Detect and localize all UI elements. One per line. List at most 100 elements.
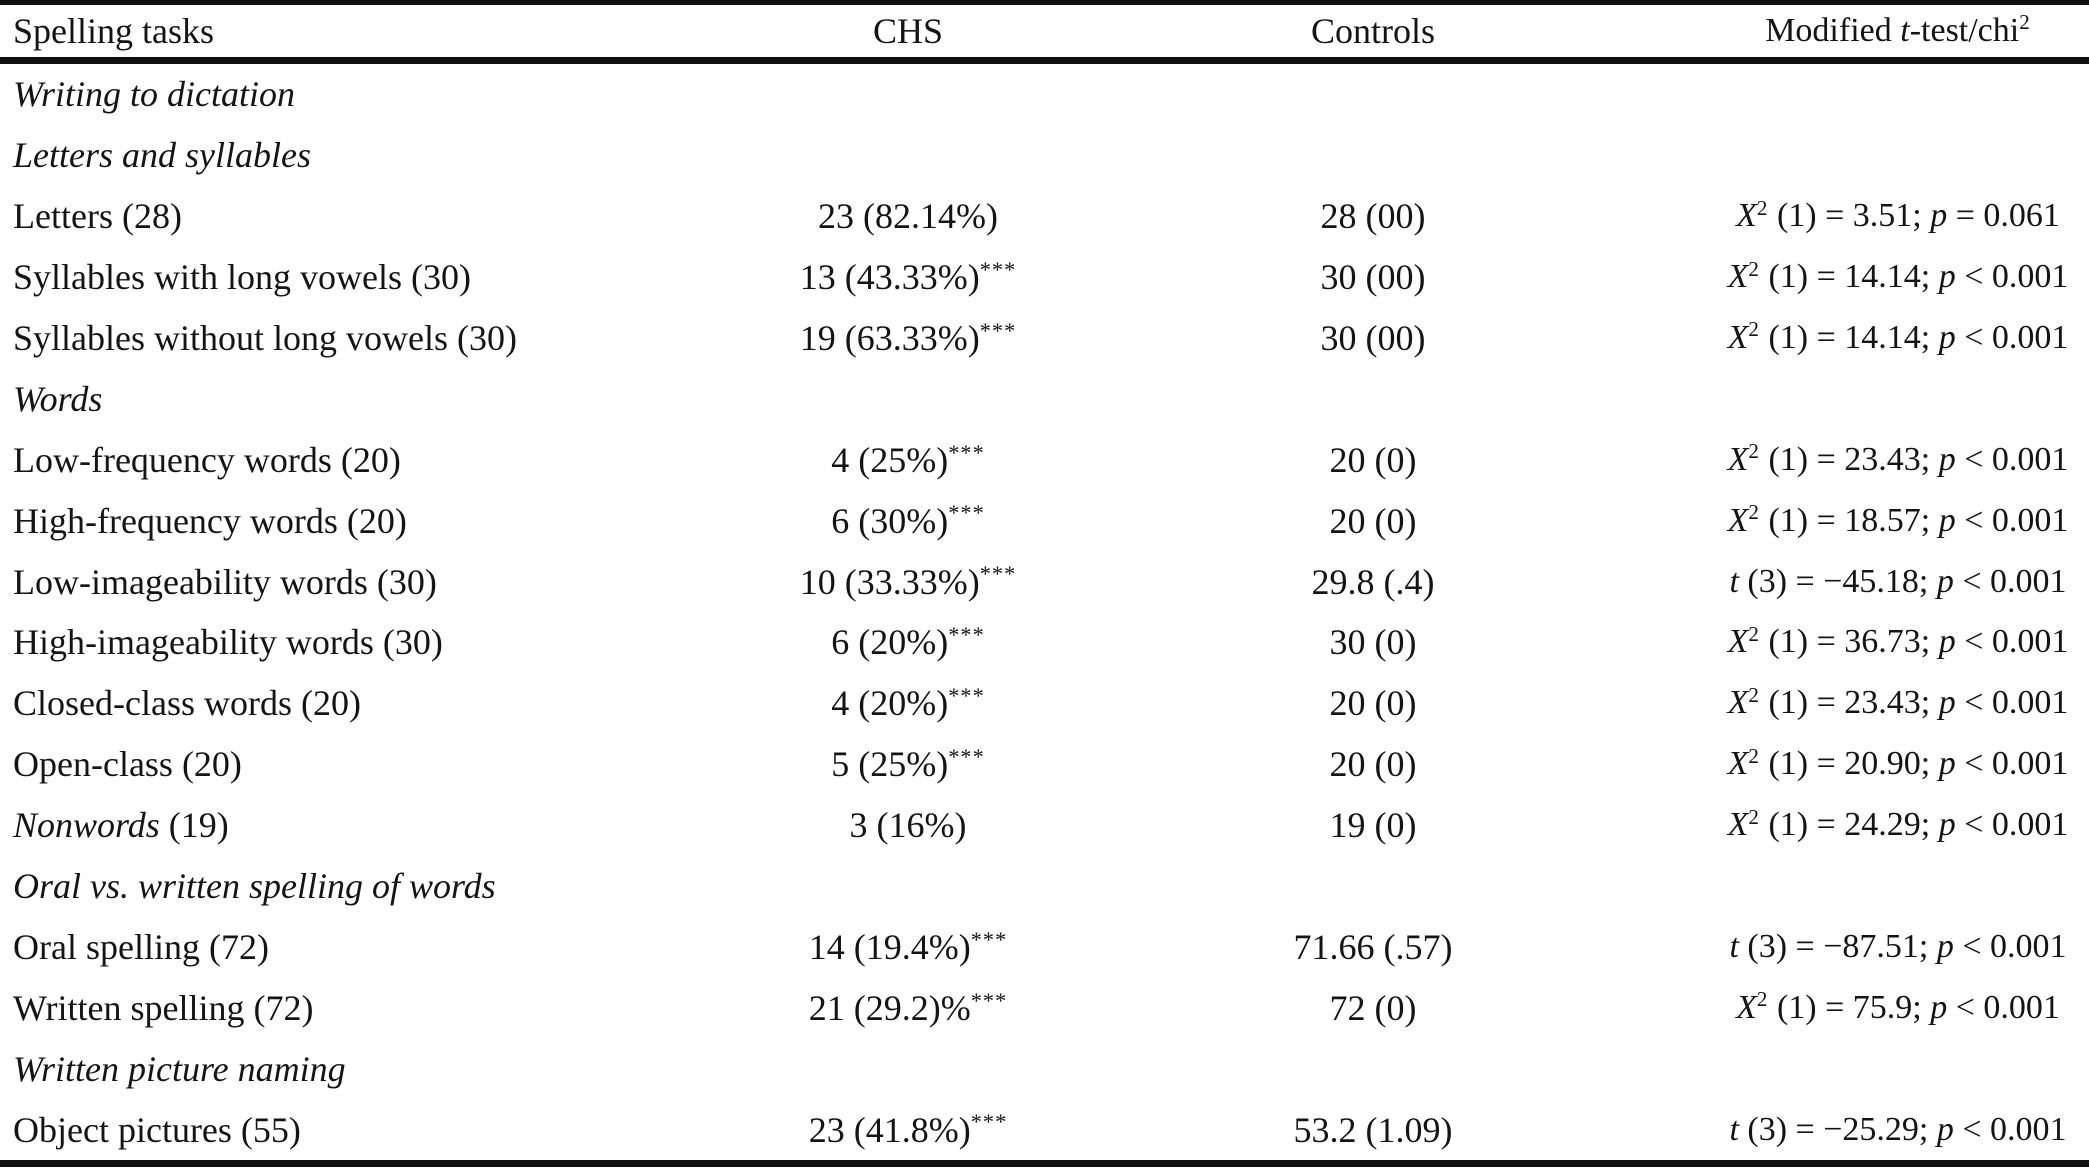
row-label: Low-imageability words (30) — [0, 564, 620, 600]
text-run: < 0.001 — [1955, 319, 2069, 356]
text-run: High-frequency words (20) — [13, 500, 407, 541]
text-run: X — [1727, 501, 1749, 539]
superscript: 2 — [1748, 317, 1760, 342]
text-run: 10 (33.33%) — [799, 561, 980, 602]
text-run: CHS — [872, 11, 944, 51]
table-row: High-frequency words (20) 6 (30%)*** 20 (0… — [0, 490, 2089, 551]
table-cell: t (3) = −45.18; p < 0.001 — [1550, 562, 2089, 600]
text-run: X — [1736, 988, 1757, 1026]
row-label: Low-frequency words (20) — [0, 442, 620, 478]
table-cell: 4 (20%)*** — [620, 683, 1196, 724]
table-row: Object pictures (55) 23 (41.8%)*** 53.2 (1… — [0, 1099, 2089, 1160]
text-run: Oral vs. written spelling of words — [13, 866, 496, 907]
text-run: 21 (29.2)% — [808, 987, 971, 1028]
text-run: 20 (0) — [1329, 439, 1417, 480]
text-run: 53.2 (1.09) — [1293, 1109, 1453, 1150]
text-run: Spelling tasks — [13, 11, 215, 51]
table-cell: 5 (25%)*** — [620, 743, 1196, 785]
text-run: Words — [13, 378, 103, 419]
table-body: Writing to dictation Letters and syllable… — [0, 64, 2089, 1168]
table-cell: t (3) = −87.51; p < 0.001 — [1550, 929, 2089, 964]
table-cell: 4 (25%)*** — [620, 441, 1196, 478]
text-run: < 0.001 — [1953, 562, 2067, 600]
section-row: Writing to dictation — [0, 64, 2089, 125]
table-cell: 6 (30%)*** — [620, 502, 1196, 539]
text-run: (3) = −25.29; — [1738, 1110, 1937, 1148]
text-run: < 0.001 — [1955, 806, 2069, 844]
text-run: 29.8 (.4) — [1311, 561, 1435, 602]
column-header-spelling-tasks: Spelling tasks — [0, 13, 620, 49]
table-cell: 10 (33.33%)*** — [620, 561, 1196, 602]
text-run: < 0.001 — [1955, 501, 2069, 539]
text-run: X — [1727, 623, 1749, 661]
row-label: Written picture naming — [0, 1051, 620, 1087]
text-run: 23 (41.8%) — [808, 1109, 971, 1150]
superscript: *** — [970, 926, 1008, 952]
text-run: t — [1900, 12, 1910, 49]
table-row: Syllables without long vowels (30) 19 (63… — [0, 308, 2089, 369]
text-run: < 0.001 — [1955, 745, 2069, 783]
table-cell: 6 (20%)*** — [620, 622, 1196, 661]
text-run: 5 (25%) — [831, 744, 949, 785]
text-run: t — [1729, 562, 1739, 600]
table-cell: 20 (0) — [1196, 442, 1550, 478]
text-run: X — [1727, 684, 1749, 722]
text-run: p — [1938, 745, 1956, 783]
text-run: < 0.001 — [1955, 440, 2069, 478]
superscript: 2 — [1748, 682, 1760, 707]
section-row: Words — [0, 368, 2089, 429]
section-row: Letters and syllables — [0, 125, 2089, 186]
superscript: 2 — [2019, 10, 2031, 35]
row-label: Oral vs. written spelling of words — [0, 868, 620, 904]
text-run: < 0.001 — [1955, 623, 2069, 661]
text-run: < 0.001 — [1955, 684, 2069, 722]
superscript: 2 — [1756, 195, 1769, 220]
superscript: 2 — [1748, 439, 1760, 464]
text-run: 20 (0) — [1329, 744, 1417, 785]
section-row: Written picture naming — [0, 1038, 2089, 1099]
superscript: *** — [948, 622, 985, 648]
table-cell: 28 (00) — [1196, 198, 1550, 234]
row-label: Letters and syllables — [0, 137, 620, 173]
text-run: p — [1938, 258, 1956, 296]
row-label: Nonwords (19) — [0, 807, 620, 843]
table-cell: X2 (1) = 24.29; p < 0.001 — [1550, 806, 2089, 844]
table-cell: 23 (82.14%) — [620, 198, 1196, 234]
superscript: *** — [970, 987, 1008, 1013]
table-row: Nonwords (19) 3 (16%) 19 (0) X2 (1) = 24.29… — [0, 795, 2089, 856]
text-run: 20 (0) — [1329, 683, 1417, 724]
table-row: Low-imageability words (30) 10 (33.33%)**… — [0, 551, 2089, 612]
table-cell: X2 (1) = 14.14; p < 0.001 — [1550, 256, 2089, 296]
table-cell: 3 (16%) — [620, 807, 1196, 843]
superscript: *** — [948, 743, 985, 769]
column-header-controls: Controls — [1196, 13, 1550, 49]
text-run: Syllables with long vowels (30) — [13, 257, 471, 298]
superscript: *** — [979, 561, 1017, 587]
text-run: 4 (20%) — [831, 683, 949, 724]
table-cell: 20 (0) — [1196, 746, 1550, 782]
row-label: Oral spelling (72) — [0, 929, 620, 965]
text-run: Low-imageability words (30) — [13, 561, 437, 602]
superscript: 2 — [1748, 256, 1760, 281]
text-run: Syllables without long vowels (30) — [13, 318, 517, 358]
text-run: (1) = 24.29; — [1759, 806, 1939, 844]
text-run: X — [1736, 197, 1757, 235]
row-label: Closed-class words (20) — [0, 685, 620, 721]
text-run: X — [1727, 258, 1749, 296]
text-run: (3) = −45.18; — [1738, 562, 1937, 600]
text-run: X — [1727, 319, 1749, 356]
table-cell: X2 (1) = 20.90; p < 0.001 — [1550, 745, 2089, 783]
table-cell: X2 (1) = 18.57; p < 0.001 — [1550, 501, 2089, 539]
table-row: High-imageability words (30) 6 (20%)*** 30… — [0, 612, 2089, 673]
superscript: *** — [979, 256, 1017, 282]
text-run: 28 (00) — [1320, 196, 1426, 237]
text-run: Modified — [1765, 12, 1901, 49]
text-run: p — [1938, 440, 1956, 478]
table-cell: 14 (19.4%)*** — [620, 926, 1196, 965]
text-run: Object pictures (55) — [13, 1109, 301, 1150]
section-row: Oral vs. written spelling of words — [0, 856, 2089, 917]
table-cell: X2 (1) = 23.43; p < 0.001 — [1550, 440, 2089, 478]
row-label: Object pictures (55) — [0, 1112, 620, 1148]
text-run: (1) = 3.51; — [1768, 197, 1931, 235]
text-run: Oral spelling (72) — [13, 926, 269, 967]
